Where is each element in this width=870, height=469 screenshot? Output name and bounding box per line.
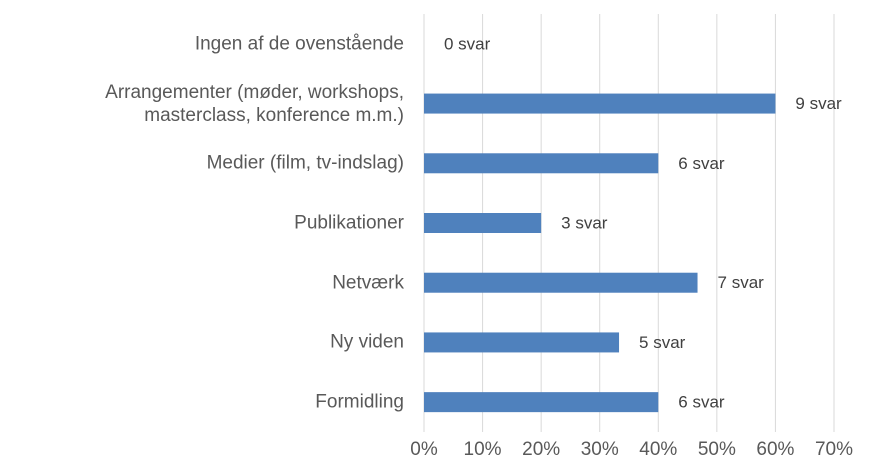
- data-label: 0 svar: [444, 34, 491, 53]
- category-label: Formidling: [315, 391, 404, 413]
- bar: [424, 272, 698, 293]
- bar: [424, 153, 659, 174]
- bar: [424, 213, 542, 233]
- data-label: 6 svar: [678, 393, 725, 412]
- category-label: Medier (film, tv-indslag): [206, 152, 404, 174]
- x-tick-label: 30%: [581, 439, 619, 460]
- data-label: 9 svar: [795, 94, 842, 113]
- x-tick-label: 10%: [464, 439, 502, 460]
- x-tick-label: 20%: [522, 439, 560, 460]
- category-label: Ingen af de ovenstående: [194, 33, 404, 55]
- x-tick-label: 40%: [639, 439, 677, 460]
- category-label: Arrangementer (møder, workshops, masterc…: [105, 81, 404, 126]
- bar: [424, 332, 620, 353]
- category-label: Netværk: [332, 272, 404, 294]
- bar: [424, 93, 776, 114]
- bar: [424, 392, 659, 413]
- category-label: Ny viden: [330, 331, 404, 353]
- data-label: 5 svar: [639, 333, 686, 352]
- x-tick-label: 70%: [815, 439, 853, 460]
- data-label: 7 svar: [718, 273, 765, 292]
- x-tick-label: 60%: [756, 439, 794, 460]
- x-tick-label: 0%: [410, 439, 438, 460]
- category-label: Publikationer: [294, 212, 404, 234]
- x-tick-label: 50%: [698, 439, 736, 460]
- data-label: 6 svar: [678, 154, 725, 173]
- data-label: 3 svar: [561, 213, 608, 232]
